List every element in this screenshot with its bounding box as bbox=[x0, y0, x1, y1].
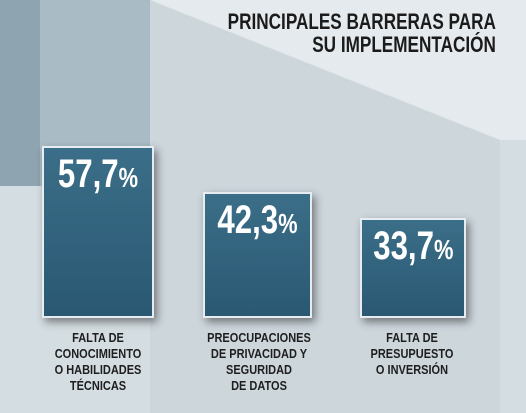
bar-3: 33,7% bbox=[360, 218, 466, 318]
category-label-line: FALTA DE bbox=[386, 331, 438, 345]
bar-value-unit: % bbox=[278, 208, 298, 239]
bar-value-number: 33,7 bbox=[373, 224, 434, 268]
category-label-line: O HABILIDADES bbox=[54, 363, 142, 377]
category-label-1: FALTA DE CONOCIMIENTO O HABILIDADES TÉCNICA… bbox=[28, 330, 169, 394]
top-right-panel bbox=[150, 0, 526, 140]
chart-title: PRINCIPALES BARRERAS PARA SU IMPLEMENTAC… bbox=[228, 10, 496, 56]
bar-value-label: 42,3% bbox=[217, 198, 299, 243]
left-shade-panel bbox=[0, 0, 40, 186]
bar-value-unit: % bbox=[433, 234, 454, 265]
title-line-2: SU IMPLEMENTACIÓN bbox=[312, 32, 496, 57]
category-label-line: PREOCUPACIONES bbox=[207, 331, 311, 345]
category-label-3: FALTA DE PRESUPUESTO O INVERSIÓN bbox=[342, 330, 483, 378]
bar-value-unit: % bbox=[118, 162, 139, 193]
category-label-line: FALTA DE bbox=[72, 331, 124, 345]
bar-2: 42,3% bbox=[203, 192, 312, 318]
bar-value-number: 57,7 bbox=[57, 152, 119, 196]
left-light-panel bbox=[40, 0, 150, 186]
category-label-line: PRESUPUESTO bbox=[370, 347, 454, 361]
bar-value-label: 57,7% bbox=[56, 152, 140, 197]
category-label-line: O INVERSIÓN bbox=[375, 363, 449, 377]
bar-1: 57,7% bbox=[42, 146, 154, 318]
category-label-line: DE PRIVACIDAD Y bbox=[210, 347, 308, 361]
category-label-line: DE DATOS bbox=[231, 379, 287, 393]
category-label-line: SEGURIDAD bbox=[225, 363, 292, 377]
bar-value-number: 42,3 bbox=[217, 198, 279, 242]
category-label-line: TÉCNICAS bbox=[69, 379, 127, 393]
title-line-1: PRINCIPALES BARRERAS PARA bbox=[227, 9, 496, 34]
bar-value-label: 33,7% bbox=[373, 224, 453, 269]
category-label-line: CONOCIMIENTO bbox=[54, 347, 142, 361]
category-label-2: PREOCUPACIONES DE PRIVACIDAD Y SEGURIDAD DE… bbox=[189, 330, 330, 394]
